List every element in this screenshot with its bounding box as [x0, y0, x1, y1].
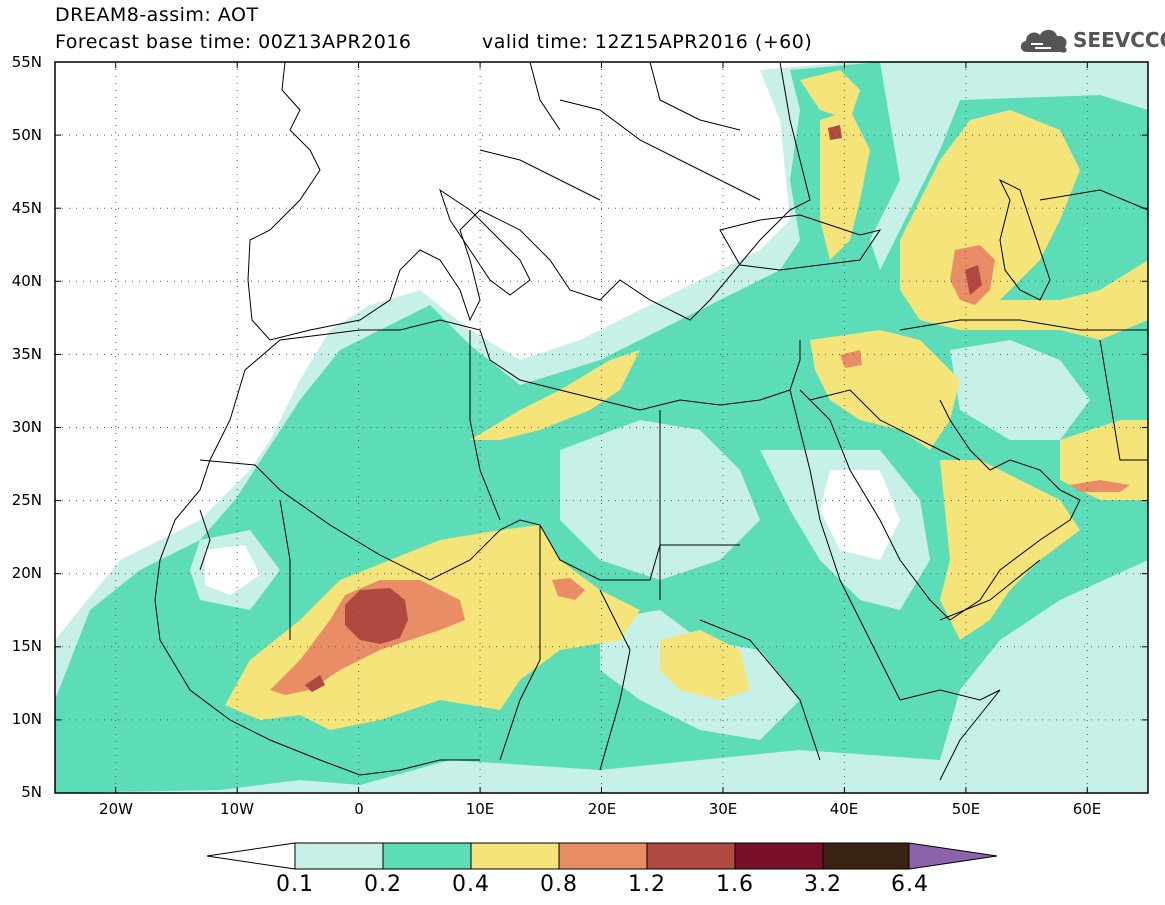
colorbar-label: 6.4 [891, 872, 929, 897]
graticule [55, 62, 1148, 793]
lon-tick-label: 60E [1072, 800, 1102, 818]
plot-frame [54, 61, 1149, 794]
lon-tick-label: 0 [354, 800, 364, 818]
lat-tick-label: 25N [11, 491, 42, 509]
forecast-base-time: Forecast base time: 00Z13APR2016 [55, 31, 412, 53]
coastlines [154, 62, 1148, 781]
lon-tick-label: 40E [829, 800, 859, 818]
colorbar-label: 0.2 [364, 872, 402, 897]
colorbar-bin-3 [558, 842, 648, 870]
colorbar-label: 1.2 [628, 872, 666, 897]
colorbar-label: 0.4 [452, 872, 490, 897]
lon-tick-label: 10E [465, 800, 495, 818]
colorbar-label: 0.1 [276, 872, 314, 897]
lon-tick-label: 10W [220, 800, 254, 818]
map-title: DREAM8-assim: AOT [55, 4, 259, 26]
colorbar-bin-1 [382, 842, 472, 870]
valid-time: valid time: 12Z15APR2016 (+60) [482, 31, 813, 53]
lat-tick-label: 45N [11, 199, 42, 217]
colorbar-bin-5 [734, 842, 824, 870]
colorbar-label: 0.8 [540, 872, 578, 897]
colorbar-label: 1.6 [716, 872, 754, 897]
lat-tick-label: 35N [11, 345, 42, 363]
lat-tick-label: 50N [11, 126, 42, 144]
lat-tick-label: 20N [11, 564, 42, 582]
colorbar-under-triangle [206, 842, 296, 870]
colorbar-bin-0 [294, 842, 384, 870]
lat-tick-label: 40N [11, 272, 42, 290]
colorbar-bin-6 [822, 842, 910, 870]
colorbar [206, 842, 998, 870]
lat-tick-label: 30N [11, 418, 42, 436]
logo-text: SEEVCCC [1073, 28, 1165, 52]
colorbar-bin-2 [470, 842, 560, 870]
lon-tick-label: 50E [951, 800, 981, 818]
colorbar-over-triangle [908, 842, 998, 870]
lon-tick-label: 20W [99, 800, 133, 818]
lat-tick-label: 5N [21, 783, 42, 801]
lon-tick-label: 20E [587, 800, 617, 818]
tick-marks [55, 61, 1148, 793]
lat-tick-label: 10N [11, 710, 42, 728]
colorbar-bin-4 [646, 842, 736, 870]
seevccc-logo: SEEVCCC [1017, 24, 1165, 56]
colorbar-label: 3.2 [804, 872, 842, 897]
aot-band-1.2 [345, 588, 408, 644]
cloud-icon [1020, 29, 1067, 53]
lat-tick-label: 55N [11, 53, 42, 71]
lat-tick-label: 15N [11, 637, 42, 655]
lon-tick-label: 30E [708, 800, 738, 818]
